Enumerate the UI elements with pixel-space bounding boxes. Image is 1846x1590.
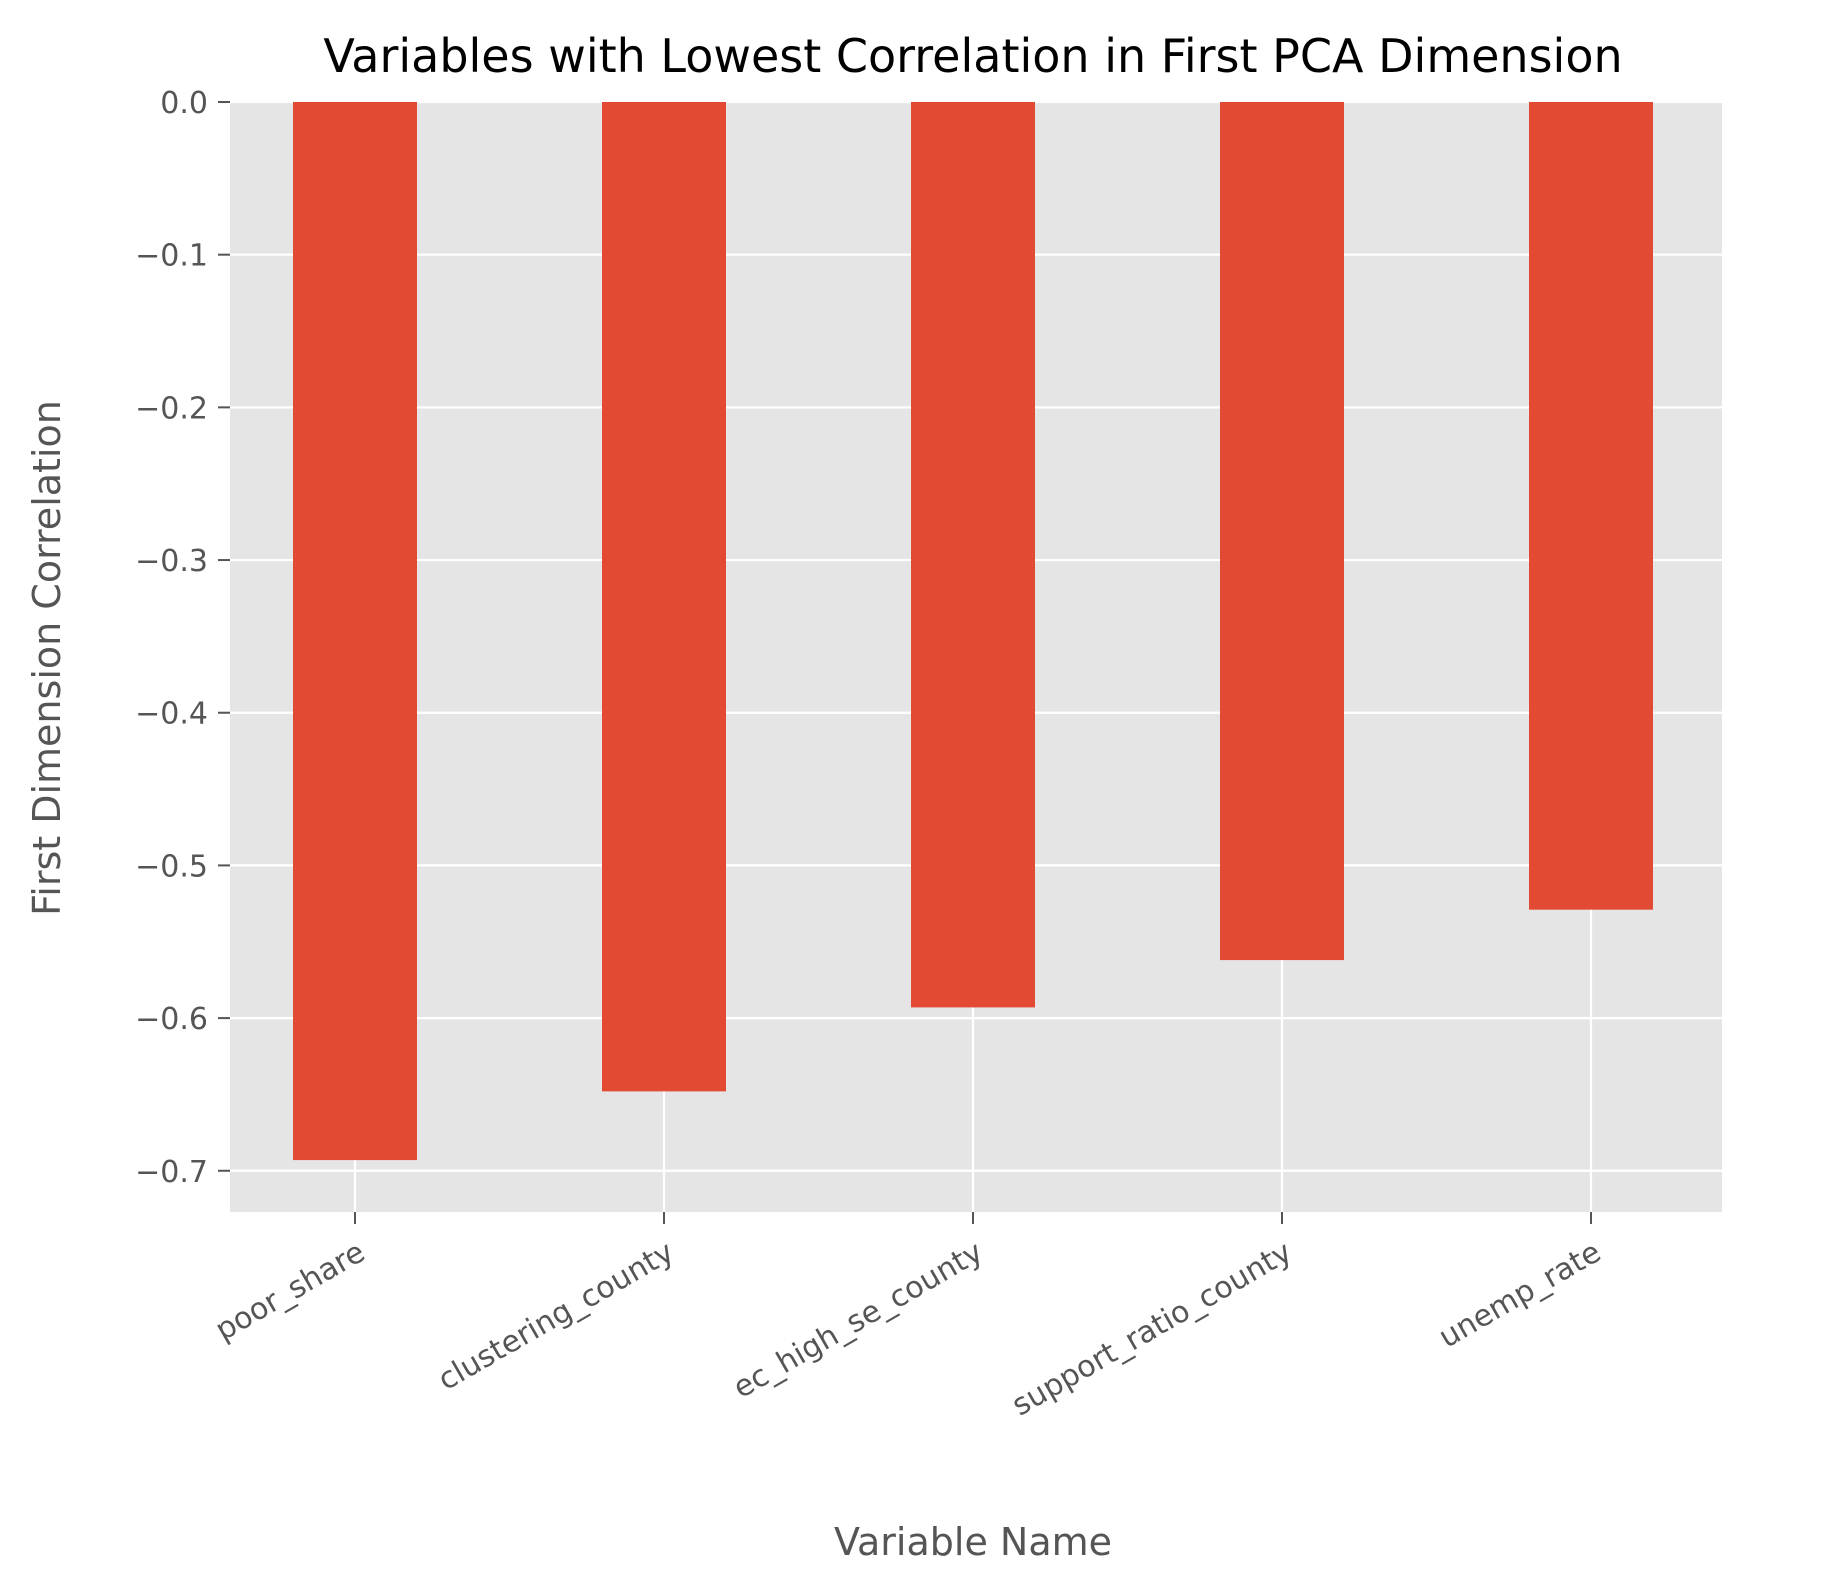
bar-ec_high_se_county — [911, 102, 1035, 1008]
bar-poor_share — [293, 102, 417, 1161]
y-tick-label: −0.1 — [135, 239, 208, 274]
y-tick-label: 0.0 — [160, 86, 208, 121]
y-tick-label: −0.6 — [135, 1002, 208, 1037]
y-tick-label: −0.5 — [135, 849, 208, 884]
y-tick-label: −0.4 — [135, 697, 208, 732]
y-tick-label: −0.3 — [135, 544, 208, 579]
bar-clustering_county — [602, 102, 726, 1092]
y-axis-ticks: 0.0 −0.1 −0.2 −0.3 −0.4 −0.5 −0.6 −0.7 — [135, 86, 230, 1190]
bars — [293, 102, 1653, 1161]
bar-support_ratio_county — [1220, 102, 1344, 961]
y-axis-label: First Dimension Correlation — [25, 400, 69, 916]
bar-unemp_rate — [1529, 102, 1653, 910]
chart-title: Variables with Lowest Correlation in Fir… — [323, 29, 1622, 83]
y-tick-label: −0.2 — [135, 391, 208, 426]
x-axis-label: Variable Name — [834, 1520, 1112, 1564]
y-tick-label: −0.7 — [135, 1155, 208, 1190]
